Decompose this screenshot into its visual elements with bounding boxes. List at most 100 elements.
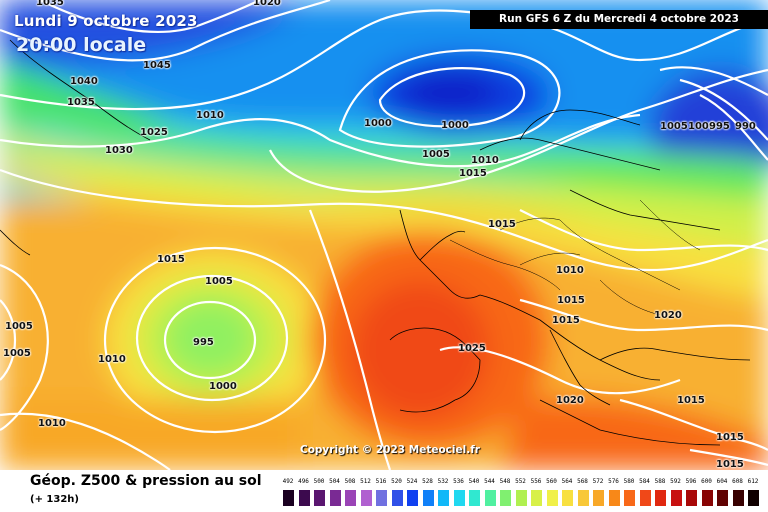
isobar-label: 1020 — [253, 0, 281, 8]
isobar-label: 1030 — [105, 145, 133, 156]
isobar-label: 1045 — [143, 60, 171, 71]
scale-tick-label: 576 — [608, 478, 619, 485]
scale-tick-label: 608 — [732, 478, 743, 485]
scale-tick-label: 544 — [484, 478, 495, 485]
isobar-label: 1015 — [557, 295, 585, 306]
forecast-time: 20:00 locale — [16, 34, 147, 56]
scale-color-swatch — [438, 490, 449, 506]
scale-tick-label: 572 — [592, 478, 604, 485]
isobar-label: 1010 — [98, 354, 126, 365]
isobar-label: 1000 — [688, 121, 716, 132]
scale-tick-label: 512 — [360, 478, 371, 485]
scale-tick-label: 584 — [639, 478, 650, 485]
scale-color-swatch — [422, 490, 434, 506]
scale-color-swatch — [639, 490, 651, 506]
scale-color-swatch — [655, 490, 666, 506]
scale-color-swatch — [608, 490, 620, 506]
scale-color-swatch — [329, 490, 341, 506]
scale-color-swatch — [453, 490, 465, 506]
scale-tick-label: 600 — [701, 478, 712, 485]
forecast-offset: (+ 132h) — [30, 494, 79, 505]
scale-color-swatch — [717, 490, 728, 506]
scale-tick-label: 508 — [344, 478, 356, 485]
scale-color-swatch — [670, 490, 682, 506]
scale-color-swatch — [376, 490, 387, 506]
isobar-label: 995 — [709, 121, 730, 132]
isobar-label: 1010 — [38, 418, 66, 429]
scale-tick-label: 540 — [468, 478, 480, 485]
isobar-label: 1015 — [157, 254, 185, 265]
isobar-label: 1000 — [209, 381, 237, 392]
isobar-label: 1035 — [36, 0, 64, 8]
isobar-label: 990 — [735, 121, 756, 132]
model-run-banner: Run GFS 6 Z du Mercredi 4 octobre 2023 — [470, 10, 768, 29]
copyright-notice: Copyright © 2023 Meteociel.fr — [300, 444, 480, 456]
scale-tick-label: 528 — [422, 478, 433, 485]
scale-color-swatch — [546, 490, 558, 506]
scale-color-swatch — [469, 490, 480, 506]
scale-color-swatch — [391, 490, 403, 506]
isobar-label: 1015 — [459, 168, 487, 179]
scale-tick-label: 520 — [391, 478, 402, 485]
map-canvas — [0, 0, 768, 470]
scale-tick-label: 612 — [747, 478, 759, 485]
scale-color-swatch — [500, 490, 511, 506]
isobar-label: 1040 — [70, 76, 98, 87]
scale-color-swatch — [748, 490, 759, 506]
isobar-label: 1015 — [677, 395, 705, 406]
scale-tick-label: 492 — [282, 478, 294, 485]
scale-color-swatch — [314, 490, 325, 506]
scale-tick-label: 568 — [577, 478, 588, 485]
scale-color-swatch — [577, 490, 589, 506]
isobar-label: 1010 — [471, 155, 499, 166]
scale-tick-label: 588 — [654, 478, 666, 485]
legend-footer: Géop. Z500 & pression au sol (+ 132h) 49… — [0, 470, 768, 512]
isobar-label: 1015 — [716, 432, 744, 443]
scale-tick-label: 596 — [685, 478, 697, 485]
scale-color-swatch — [562, 490, 573, 506]
scale-color-swatch — [701, 490, 713, 506]
map-title: Géop. Z500 & pression au sol — [30, 473, 262, 489]
scale-tick-label: 504 — [329, 478, 340, 485]
scale-tick-label: 592 — [670, 478, 681, 485]
scale-tick-label: 536 — [453, 478, 464, 485]
isobar-label: 1015 — [552, 315, 580, 326]
scale-color-swatch — [624, 490, 635, 506]
scale-tick-label: 500 — [313, 478, 325, 485]
isobar-label: 1005 — [422, 149, 450, 160]
scale-color-swatch — [283, 490, 294, 506]
isobars — [0, 0, 768, 470]
scale-tick-label: 548 — [499, 478, 511, 485]
isobar-label: 995 — [193, 337, 214, 348]
isobar-label: 1015 — [488, 219, 516, 230]
scale-color-swatch — [345, 490, 356, 506]
isobar-label: 1020 — [654, 310, 682, 321]
scale-tick-label: 604 — [716, 478, 728, 485]
scale-color-swatch — [407, 490, 418, 506]
scale-tick-label: 580 — [623, 478, 635, 485]
isobar-label: 1005 — [5, 321, 33, 332]
isobar-label: 1025 — [458, 343, 486, 354]
scale-color-swatch — [593, 490, 604, 506]
scale-tick-label: 564 — [561, 478, 573, 485]
isobar-label: 1000 — [441, 120, 469, 131]
scale-color-swatch — [732, 490, 744, 506]
scale-tick-label: 496 — [298, 478, 309, 485]
isobar-label: 1010 — [196, 110, 224, 121]
isobar-label: 1015 — [716, 459, 744, 470]
scale-tick-label: 516 — [375, 478, 387, 485]
scale-color-swatch — [531, 490, 542, 506]
scale-tick-label: 524 — [406, 478, 418, 485]
isobar-label: 1000 — [364, 118, 392, 129]
scale-tick-label: 532 — [437, 478, 449, 485]
scale-tick-label: 556 — [530, 478, 542, 485]
borders — [449, 199, 701, 316]
isobar-label: 1010 — [556, 265, 584, 276]
isobar-label: 1035 — [67, 97, 95, 108]
geopotential-field — [0, 0, 768, 470]
weather-map: Lundi 9 octobre 2023 20:00 locale Run GF… — [0, 0, 768, 470]
isobar-label: 1005 — [3, 348, 31, 359]
scale-tick-label: 552 — [515, 478, 526, 485]
scale-color-swatch — [360, 490, 372, 506]
isobar-label: 1005 — [205, 276, 233, 287]
